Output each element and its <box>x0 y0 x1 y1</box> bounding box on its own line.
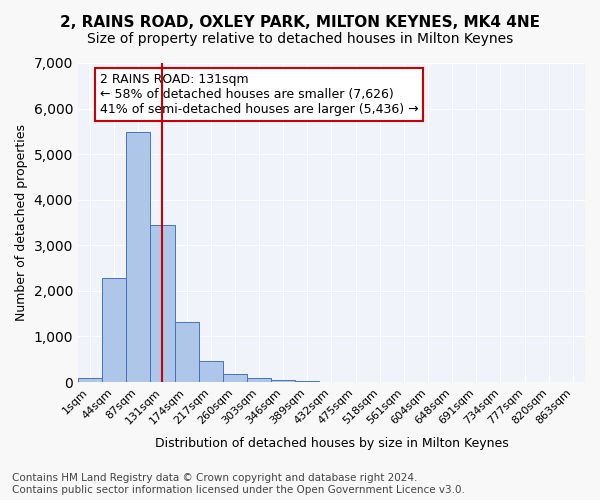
Text: Contains HM Land Registry data © Crown copyright and database right 2024.
Contai: Contains HM Land Registry data © Crown c… <box>12 474 465 495</box>
Text: 2 RAINS ROAD: 131sqm
← 58% of detached houses are smaller (7,626)
41% of semi-de: 2 RAINS ROAD: 131sqm ← 58% of detached h… <box>100 73 418 116</box>
Bar <box>223 374 247 382</box>
Bar <box>102 278 126 382</box>
Bar <box>295 380 319 382</box>
Bar <box>151 225 175 382</box>
Bar <box>78 378 102 382</box>
Bar <box>271 380 295 382</box>
Bar <box>126 132 151 382</box>
Y-axis label: Number of detached properties: Number of detached properties <box>15 124 28 321</box>
Bar <box>199 360 223 382</box>
Bar <box>175 322 199 382</box>
Bar <box>247 378 271 382</box>
Text: Size of property relative to detached houses in Milton Keynes: Size of property relative to detached ho… <box>87 32 513 46</box>
Text: 2, RAINS ROAD, OXLEY PARK, MILTON KEYNES, MK4 4NE: 2, RAINS ROAD, OXLEY PARK, MILTON KEYNES… <box>60 15 540 30</box>
X-axis label: Distribution of detached houses by size in Milton Keynes: Distribution of detached houses by size … <box>155 437 508 450</box>
